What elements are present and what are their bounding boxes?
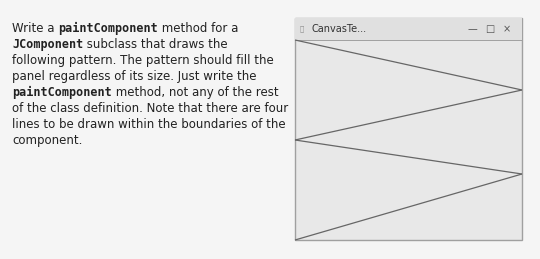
Text: subclass that draws the: subclass that draws the — [83, 38, 228, 51]
Text: JComponent: JComponent — [12, 38, 83, 51]
Text: Write a: Write a — [12, 22, 58, 35]
Text: paintComponent: paintComponent — [58, 22, 158, 35]
Text: ×: × — [503, 24, 511, 34]
Text: □: □ — [485, 24, 495, 34]
Text: following pattern. The pattern should fill the: following pattern. The pattern should fi… — [12, 54, 274, 67]
Text: panel regardless of its size. Just write the: panel regardless of its size. Just write… — [12, 70, 256, 83]
Text: CanvasTe...: CanvasTe... — [311, 24, 366, 34]
Text: —: — — [467, 24, 477, 34]
Text: of the class definition. Note that there are four: of the class definition. Note that there… — [12, 102, 288, 115]
Text: ⬛: ⬛ — [300, 26, 304, 32]
Text: lines to be drawn within the boundaries of the: lines to be drawn within the boundaries … — [12, 118, 286, 131]
Text: paintComponent: paintComponent — [12, 86, 112, 99]
Text: component.: component. — [12, 134, 83, 147]
Bar — [295, 18, 522, 40]
Text: method for a: method for a — [158, 22, 238, 35]
Bar — [295, 18, 522, 240]
Text: method, not any of the rest: method, not any of the rest — [112, 86, 279, 99]
